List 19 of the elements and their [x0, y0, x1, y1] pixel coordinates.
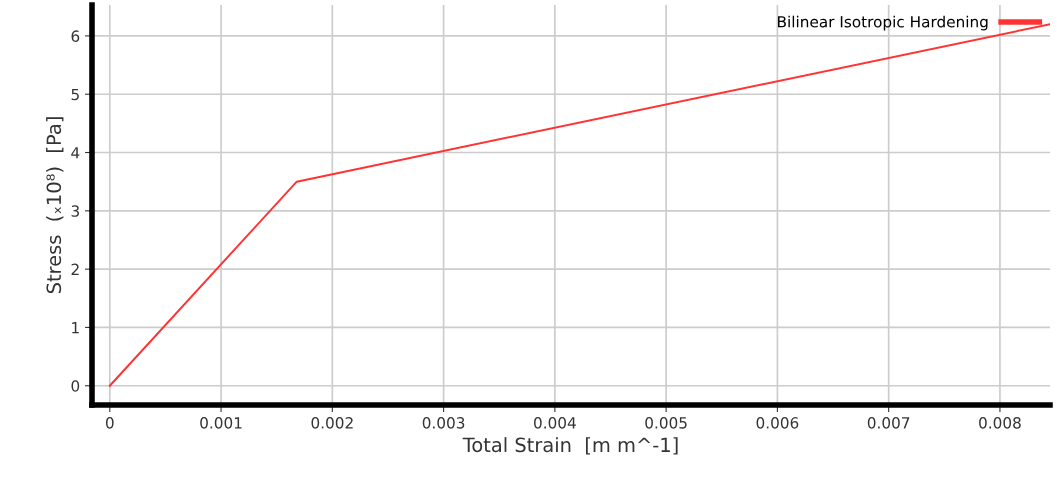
y-tick-label: 1 — [72, 322, 79, 334]
y-tick-label: 6 — [71, 30, 80, 42]
x-tick-label: 0.002 — [311, 417, 353, 429]
x-tick-label: 0.005 — [645, 417, 687, 429]
x-tick-label: 0.001 — [200, 417, 242, 429]
y-tick-label: 3 — [71, 205, 79, 217]
legend-label: Bilinear Isotropic Hardening — [778, 15, 988, 31]
x-tick-label: 0.004 — [534, 417, 576, 429]
x-tick-label: 0.003 — [422, 417, 465, 429]
y-tick-label: 5 — [71, 88, 79, 101]
x-tick-label: 0.007 — [867, 417, 910, 429]
x-tick-label: 0 — [105, 417, 114, 429]
y-tick-label: 4 — [71, 147, 80, 159]
x-axis-title: Total Strain [m m^-1] — [462, 437, 678, 455]
y-tick-label: 0 — [71, 380, 80, 392]
y-tick-label: 2 — [71, 263, 79, 275]
y-axis-title: Stress (ₓ10⁸) [Pa] — [46, 117, 64, 294]
x-tick-label: 0.006 — [756, 417, 799, 429]
x-tick-label: 0.008 — [979, 417, 1021, 429]
